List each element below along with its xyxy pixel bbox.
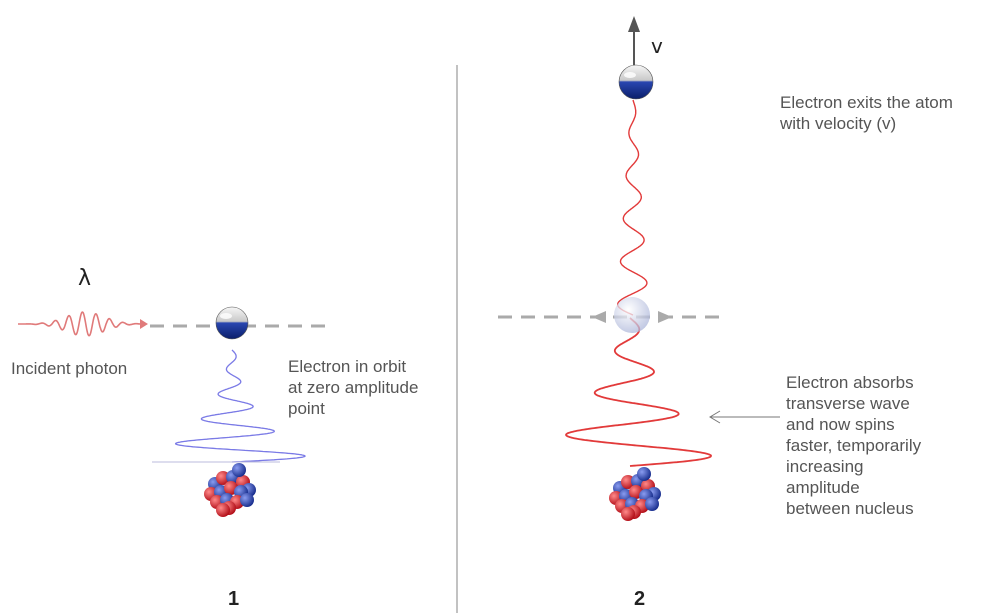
proton xyxy=(216,503,230,517)
neutron xyxy=(637,467,651,481)
velocity-symbol: v xyxy=(651,34,663,58)
absorb-label-line: increasing xyxy=(786,457,864,476)
absorb-label-line: transverse wave xyxy=(786,394,910,413)
panel-number-2: 2 xyxy=(634,588,646,610)
electron-2 xyxy=(618,64,654,100)
electron-orbit-label: Electron in orbit at zero amplitude poin… xyxy=(288,356,418,419)
absorb-label-line: Electron absorbs xyxy=(786,373,914,392)
electron-orbit-label-line: point xyxy=(288,399,325,418)
electron-spiral-wave-1 xyxy=(174,349,306,463)
photon-arrowhead xyxy=(140,319,148,329)
wavelength-symbol: λ xyxy=(78,266,92,291)
absorbed-wave xyxy=(565,317,712,467)
absorb-label: Electron absorbs transverse wave and now… xyxy=(786,372,921,519)
neutron xyxy=(240,493,254,507)
incident-photon-wave xyxy=(18,311,140,337)
exit-label: Electron exits the atom with velocity (v… xyxy=(780,92,953,134)
exit-wave xyxy=(617,99,648,316)
exit-label-line: Electron exits the atom xyxy=(780,93,953,112)
proton xyxy=(621,507,635,521)
neutron xyxy=(645,497,659,511)
neutron xyxy=(232,463,246,477)
panel-number-1: 1 xyxy=(228,588,240,610)
absorb-label-line: amplitude xyxy=(786,478,860,497)
nucleus-2 xyxy=(609,467,661,521)
pointer-arrowhead xyxy=(709,410,721,424)
absorb-label-line: and now spins xyxy=(786,415,895,434)
absorb-label-line: between nucleus xyxy=(786,499,914,518)
electron-orbit-label-line: at zero amplitude xyxy=(288,378,419,397)
absorb-label-line: faster, temporarily xyxy=(786,436,922,455)
nucleus-1 xyxy=(204,463,256,517)
ghost-electron xyxy=(592,297,672,333)
electron-orbit-label-line: Electron in orbit xyxy=(288,357,407,376)
electron-1 xyxy=(215,306,249,340)
velocity-arrowhead xyxy=(628,16,640,32)
incident-photon-label: Incident photon xyxy=(11,359,128,378)
exit-label-line: with velocity (v) xyxy=(780,114,897,133)
